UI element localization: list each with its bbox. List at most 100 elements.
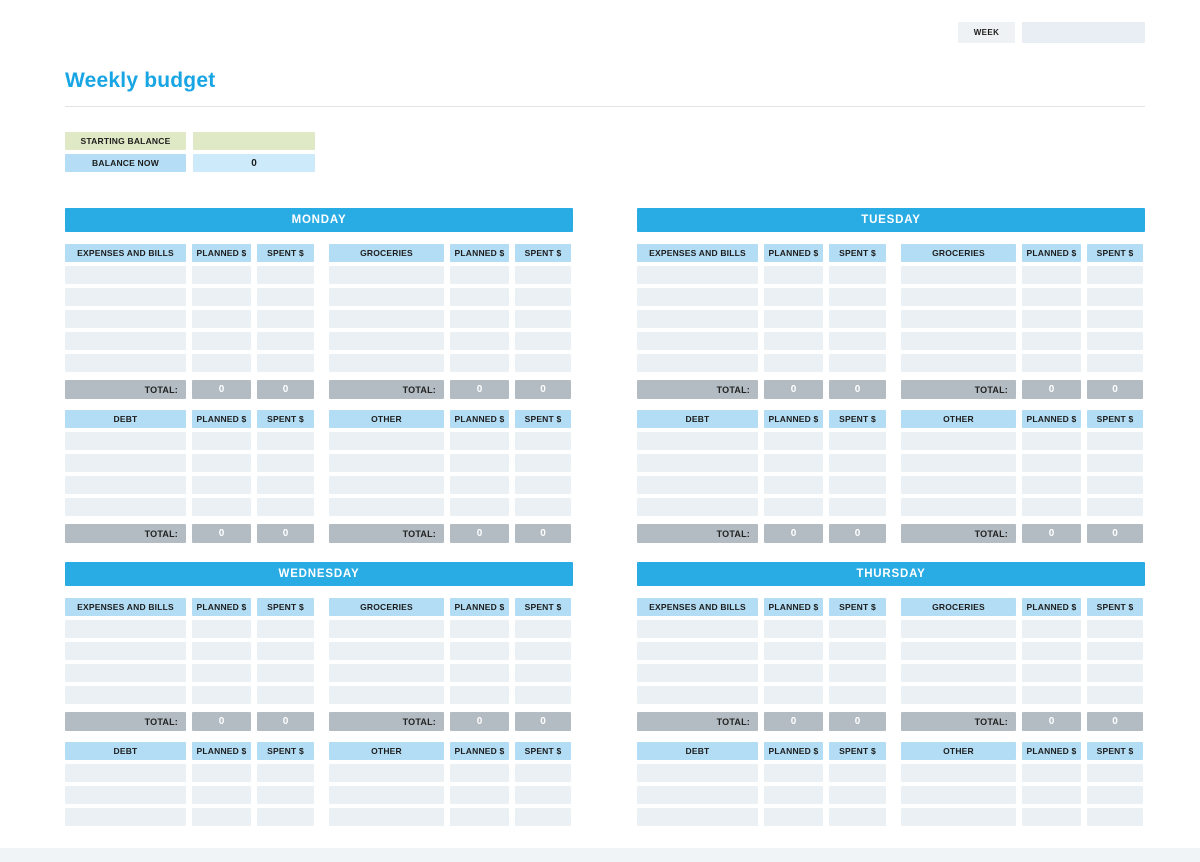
planned-entry-cell[interactable]: [450, 454, 509, 472]
item-entry-cell[interactable]: [65, 454, 186, 472]
planned-entry-cell[interactable]: [192, 454, 251, 472]
planned-entry-cell[interactable]: [450, 642, 509, 660]
item-entry-cell[interactable]: [901, 786, 1016, 804]
planned-entry-cell[interactable]: [1022, 498, 1081, 516]
planned-entry-cell[interactable]: [192, 354, 251, 372]
spent-entry-cell[interactable]: [1087, 476, 1143, 494]
planned-entry-cell[interactable]: [764, 664, 823, 682]
item-entry-cell[interactable]: [65, 432, 186, 450]
spent-entry-cell[interactable]: [1087, 664, 1143, 682]
item-entry-cell[interactable]: [65, 808, 186, 826]
spent-entry-cell[interactable]: [515, 498, 571, 516]
spent-entry-cell[interactable]: [515, 642, 571, 660]
item-entry-cell[interactable]: [329, 764, 444, 782]
planned-entry-cell[interactable]: [1022, 332, 1081, 350]
planned-entry-cell[interactable]: [764, 764, 823, 782]
spent-entry-cell[interactable]: [257, 808, 314, 826]
item-entry-cell[interactable]: [901, 498, 1016, 516]
planned-entry-cell[interactable]: [192, 664, 251, 682]
item-entry-cell[interactable]: [65, 686, 186, 704]
planned-entry-cell[interactable]: [1022, 266, 1081, 284]
planned-entry-cell[interactable]: [192, 432, 251, 450]
spent-entry-cell[interactable]: [257, 498, 314, 516]
item-entry-cell[interactable]: [65, 354, 186, 372]
spent-entry-cell[interactable]: [829, 332, 886, 350]
item-entry-cell[interactable]: [901, 642, 1016, 660]
planned-entry-cell[interactable]: [764, 454, 823, 472]
item-entry-cell[interactable]: [65, 332, 186, 350]
planned-entry-cell[interactable]: [764, 354, 823, 372]
item-entry-cell[interactable]: [329, 432, 444, 450]
planned-entry-cell[interactable]: [1022, 432, 1081, 450]
spent-entry-cell[interactable]: [1087, 332, 1143, 350]
spent-entry-cell[interactable]: [1087, 498, 1143, 516]
planned-entry-cell[interactable]: [192, 642, 251, 660]
item-entry-cell[interactable]: [637, 454, 758, 472]
item-entry-cell[interactable]: [329, 288, 444, 306]
item-entry-cell[interactable]: [901, 288, 1016, 306]
spent-entry-cell[interactable]: [515, 288, 571, 306]
planned-entry-cell[interactable]: [192, 310, 251, 328]
planned-entry-cell[interactable]: [764, 642, 823, 660]
spent-entry-cell[interactable]: [515, 664, 571, 682]
item-entry-cell[interactable]: [329, 642, 444, 660]
spent-entry-cell[interactable]: [1087, 808, 1143, 826]
spent-entry-cell[interactable]: [829, 642, 886, 660]
item-entry-cell[interactable]: [329, 664, 444, 682]
planned-entry-cell[interactable]: [764, 310, 823, 328]
item-entry-cell[interactable]: [329, 332, 444, 350]
planned-entry-cell[interactable]: [450, 288, 509, 306]
planned-entry-cell[interactable]: [450, 266, 509, 284]
spent-entry-cell[interactable]: [515, 476, 571, 494]
item-entry-cell[interactable]: [637, 642, 758, 660]
spent-entry-cell[interactable]: [1087, 620, 1143, 638]
planned-entry-cell[interactable]: [1022, 808, 1081, 826]
item-entry-cell[interactable]: [329, 808, 444, 826]
item-entry-cell[interactable]: [637, 266, 758, 284]
spent-entry-cell[interactable]: [257, 786, 314, 804]
spent-entry-cell[interactable]: [1087, 288, 1143, 306]
planned-entry-cell[interactable]: [450, 332, 509, 350]
spent-entry-cell[interactable]: [257, 476, 314, 494]
spent-entry-cell[interactable]: [515, 620, 571, 638]
item-entry-cell[interactable]: [65, 266, 186, 284]
planned-entry-cell[interactable]: [764, 476, 823, 494]
planned-entry-cell[interactable]: [764, 620, 823, 638]
item-entry-cell[interactable]: [65, 664, 186, 682]
item-entry-cell[interactable]: [901, 686, 1016, 704]
item-entry-cell[interactable]: [329, 354, 444, 372]
spent-entry-cell[interactable]: [257, 764, 314, 782]
starting-balance-value-cell[interactable]: [193, 132, 315, 150]
planned-entry-cell[interactable]: [192, 620, 251, 638]
spent-entry-cell[interactable]: [829, 288, 886, 306]
item-entry-cell[interactable]: [901, 332, 1016, 350]
item-entry-cell[interactable]: [637, 476, 758, 494]
item-entry-cell[interactable]: [329, 686, 444, 704]
item-entry-cell[interactable]: [329, 310, 444, 328]
spent-entry-cell[interactable]: [829, 620, 886, 638]
spent-entry-cell[interactable]: [257, 432, 314, 450]
item-entry-cell[interactable]: [329, 476, 444, 494]
planned-entry-cell[interactable]: [450, 620, 509, 638]
item-entry-cell[interactable]: [65, 642, 186, 660]
planned-entry-cell[interactable]: [192, 686, 251, 704]
planned-entry-cell[interactable]: [1022, 664, 1081, 682]
spent-entry-cell[interactable]: [829, 764, 886, 782]
item-entry-cell[interactable]: [329, 498, 444, 516]
spent-entry-cell[interactable]: [515, 332, 571, 350]
planned-entry-cell[interactable]: [1022, 786, 1081, 804]
item-entry-cell[interactable]: [65, 498, 186, 516]
item-entry-cell[interactable]: [901, 476, 1016, 494]
item-entry-cell[interactable]: [901, 808, 1016, 826]
spent-entry-cell[interactable]: [515, 310, 571, 328]
item-entry-cell[interactable]: [65, 764, 186, 782]
spent-entry-cell[interactable]: [1087, 686, 1143, 704]
spent-entry-cell[interactable]: [829, 432, 886, 450]
planned-entry-cell[interactable]: [1022, 476, 1081, 494]
spent-entry-cell[interactable]: [829, 808, 886, 826]
planned-entry-cell[interactable]: [764, 288, 823, 306]
planned-entry-cell[interactable]: [450, 686, 509, 704]
item-entry-cell[interactable]: [637, 310, 758, 328]
spent-entry-cell[interactable]: [1087, 354, 1143, 372]
spent-entry-cell[interactable]: [257, 686, 314, 704]
